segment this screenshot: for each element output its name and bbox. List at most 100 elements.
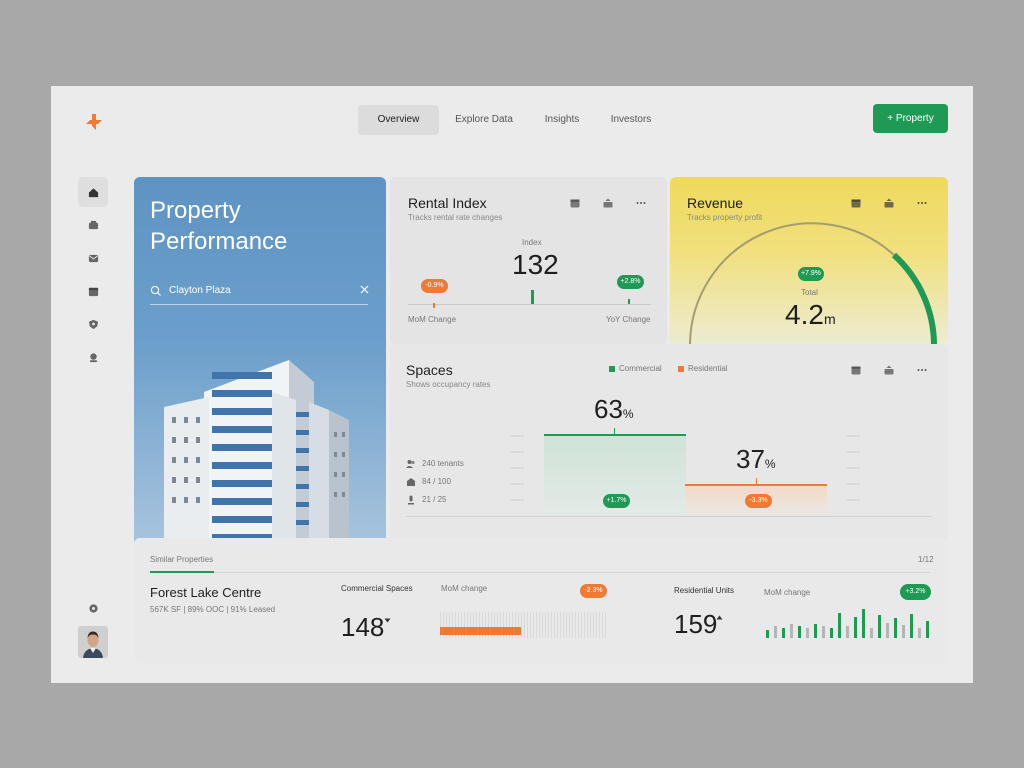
sidebar-home[interactable] [78,177,108,207]
settings-icon [88,603,98,613]
yoy-label: YoY Change [606,315,651,324]
search-underline [150,304,368,305]
residential-bar-sparkline [766,609,929,638]
residential-percent: 37% [736,444,776,475]
commercial-change-badge: +1.7% [603,494,630,508]
rental-index-title: Rental Index [408,195,487,211]
revenue-card: Revenue Tracks property profit +7.9% Tot… [670,177,948,345]
legend-commercial-swatch [609,366,615,372]
sidebar-settings[interactable] [78,593,108,623]
export-icon[interactable] [603,198,613,208]
search-icon [150,285,161,296]
spaces-stat: 21 / 25 [422,495,447,504]
commercial-tick [614,428,615,434]
residential-change-badge: -3.3% [745,494,772,508]
commercial-mom-badge: -2.3% [580,584,607,598]
spaces-subtitle: Shows occupancy rates [406,380,491,389]
spaces-baseline [406,516,932,517]
commercial-mom-fill [440,627,521,635]
tab-active-indicator [150,571,214,573]
revenue-title: Revenue [687,195,744,211]
close-icon[interactable] [360,285,369,294]
more-icon[interactable] [917,198,927,208]
revenue-total: 4.2m [785,299,836,331]
property-search-input[interactable]: Clayton Plaza [169,285,231,296]
spaces-title: Spaces [406,362,453,378]
revenue-badge: +7.9% [798,267,824,281]
tenants-icon [406,460,415,468]
sidebar-location[interactable] [78,342,108,372]
commercial-percent-value: 63 [594,394,623,424]
revenue-total-unit: m [823,311,836,327]
sidebar-mail[interactable] [78,243,108,273]
index-value: 132 [512,249,559,280]
tab-similar-properties[interactable]: Similar Properties [150,555,214,564]
building-image [164,360,349,547]
app-logo-icon[interactable] [85,113,103,131]
mom-marker [433,303,435,308]
avatar[interactable] [78,626,108,658]
commercial-percent-sign: % [622,407,634,421]
legend-residential-swatch [678,366,684,372]
index-baseline [408,304,651,305]
export-icon[interactable] [884,198,894,208]
commercial-mom-track [440,612,608,638]
revenue-gauge [689,222,937,345]
legend-residential-label[interactable]: Residential [688,364,728,373]
home-icon [88,187,98,197]
calendar-icon[interactable] [851,198,861,208]
dashboard-window: Overview Explore Data Insights Investors… [51,86,973,683]
sidebar-calendar[interactable] [78,276,108,306]
calendar-icon[interactable] [851,365,861,375]
tab-overview[interactable]: Overview [358,105,439,135]
tenants-stat: 240 tenants [422,459,464,468]
yoy-badge: +2.8% [617,275,644,289]
yoy-marker [628,299,630,304]
property-performance-card: Property Performance Clayton Plaza [134,177,386,547]
commercial-spaces-label: Commercial Spaces [341,584,413,593]
index-label: Index [522,238,542,247]
building-icon [407,478,415,486]
sidebar-inbox[interactable] [78,210,108,240]
revenue-total-label: Total [801,288,818,297]
commercial-percent: 63% [594,394,634,425]
property-title: Property Performance [150,197,288,255]
tab-investors[interactable]: Investors [610,114,652,125]
units-stat: 84 / 100 [422,477,451,486]
left-guide [510,435,524,501]
rental-index-subtitle: Tracks rental rate changes [408,213,503,222]
pager[interactable]: 1/12 [918,555,934,564]
mail-icon [88,254,98,262]
revenue-subtitle: Tracks property profit [687,213,763,222]
residential-percent-sign: % [764,457,776,471]
spaces-card: Spaces Shows occupancy rates Commercial … [390,344,948,544]
mom-label: MoM Change [408,315,457,324]
mom-badge: -0.9% [421,279,448,293]
location-icon [89,352,97,362]
similar-properties-panel: Similar Properties 1/12 Forest Lake Cent… [134,538,948,663]
residential-bar [685,484,827,514]
residential-units-label: Residential Units [674,586,735,595]
add-property-button[interactable]: + Property [873,104,948,133]
sidebar-shield[interactable] [78,309,108,339]
arrow-down-icon [384,618,391,623]
more-icon[interactable] [636,198,646,208]
residential-mom-label: MoM change [764,588,811,597]
index-marker [531,290,534,304]
right-guide [846,435,860,501]
residential-mom-badge: +3.2% [900,584,931,600]
commercial-mom-label: MoM change [441,584,488,593]
tab-insights[interactable]: Insights [544,114,580,125]
export-icon[interactable] [884,365,894,375]
residential-tick [756,478,757,484]
residential-units-value: 159 [674,609,718,639]
more-icon[interactable] [917,365,927,375]
legend-commercial-label[interactable]: Commercial [619,364,662,373]
calendar-icon[interactable] [570,198,580,208]
tab-explore-data[interactable]: Explore Data [455,114,513,125]
similar-property-name[interactable]: Forest Lake Centre [150,585,262,600]
commercial-spaces-value: 148 [341,612,385,642]
inbox-icon [88,220,98,229]
rental-index-card: Rental Index Tracks rental rate changes … [390,177,667,345]
microphone-icon [408,495,414,505]
